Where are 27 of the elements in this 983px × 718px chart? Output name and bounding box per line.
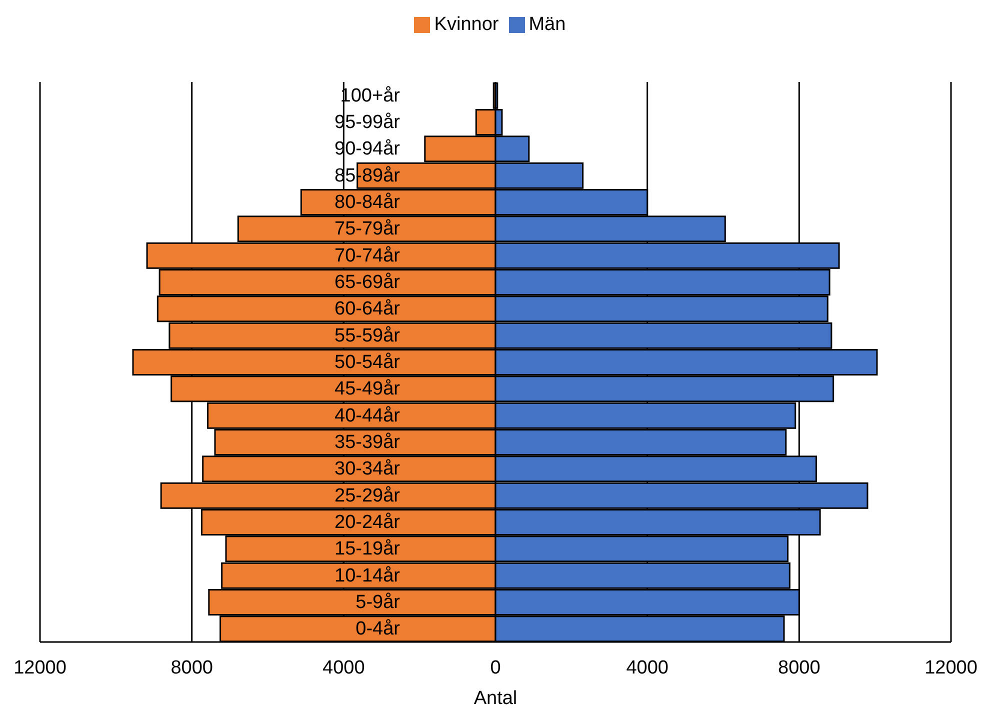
y-tick-label: 65-69år <box>334 272 401 293</box>
y-tick-label: 40-44år <box>334 405 401 426</box>
x-tick-label: 12000 <box>14 657 66 678</box>
x-tick-label: 0 <box>490 657 501 678</box>
y-tick-label: 70-74år <box>334 245 401 266</box>
x-axis-title: Antal <box>474 688 518 709</box>
y-tick-label: 15-19år <box>334 538 401 560</box>
y-tick-label: 20-24år <box>334 512 401 533</box>
y-tick-label: 45-49år <box>334 378 401 400</box>
x-tick-label: 8000 <box>778 657 820 678</box>
x-tick-label: 4000 <box>626 657 668 678</box>
x-tick-label: 4000 <box>322 657 365 678</box>
y-tick-label: 30-34år <box>334 458 401 480</box>
y-tick-label: 25-29år <box>334 485 401 506</box>
y-tick-label: 10-14år <box>334 565 401 586</box>
y-tick-label: 35-39år <box>334 432 401 453</box>
x-tick-label: 12000 <box>924 657 978 678</box>
y-tick-label: 50-54år <box>334 352 401 373</box>
y-tick-label: 60-64år <box>334 298 401 320</box>
legend-label: Kvinnor <box>434 14 499 35</box>
x-tick-label: 8000 <box>170 657 213 678</box>
y-tick-label: 0-4år <box>356 618 401 640</box>
y-tick-label: 55-59år <box>334 325 401 346</box>
y-tick-label: 80-84år <box>334 192 401 213</box>
y-tick-label: 5-9år <box>356 592 401 613</box>
y-tick-label: 75-79år <box>334 218 401 240</box>
legend-label: Män <box>528 14 566 35</box>
